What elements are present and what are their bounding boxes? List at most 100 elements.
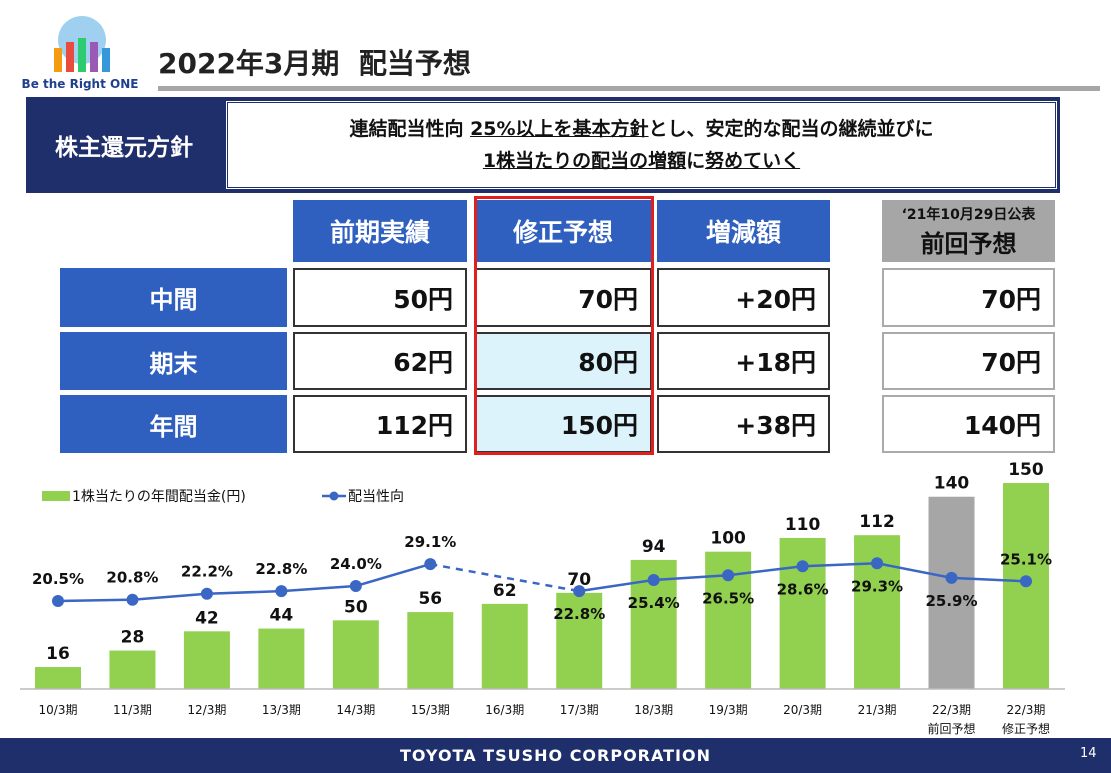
logo-figure: [66, 42, 74, 72]
line-label: 25.4%: [628, 594, 680, 612]
legend-swatch: [42, 491, 70, 501]
logo-figure: [90, 42, 98, 72]
line-label: 25.9%: [925, 592, 977, 610]
policy-box: 連結配当性向 25%以上を基本方針とし、安定的な配当の継続並びに 1株当たりの配…: [225, 100, 1058, 190]
line-label: 20.5%: [32, 570, 84, 588]
line-point: [1019, 575, 1032, 588]
x-tick-label: 22/3期 前回予想: [927, 703, 976, 736]
bar: [407, 612, 454, 689]
chart: 16 28 42 44 50 56 62 70 94 100 110 112 140 150 20.5% 20…: [20, 460, 1065, 690]
bar: [35, 667, 81, 689]
policy-text: 努めていく: [705, 150, 801, 172]
page-number: 14: [1080, 746, 1097, 761]
policy-text: とし、安定的な配当の継続並びに: [648, 118, 934, 140]
table-cell: 80円: [474, 332, 652, 390]
x-tick-label: 20/3期: [783, 703, 823, 717]
x-tick-label: 10/3期: [38, 703, 78, 717]
bar-label: 100: [710, 529, 746, 549]
x-tick-label: 21/3期: [857, 703, 897, 717]
table-cell: 150円: [474, 395, 652, 453]
x-tick-label: 14/3期: [336, 703, 376, 717]
line-label: 20.8%: [106, 569, 158, 587]
row-label: 期末: [60, 332, 287, 390]
bar: [258, 628, 305, 689]
bar-label: 62: [493, 581, 517, 601]
table-cell: 112円: [293, 395, 467, 453]
bar: [332, 620, 379, 689]
x-tick-label: 16/3期: [485, 703, 525, 717]
logo-figure: [54, 48, 62, 72]
table-cell: 70円: [882, 268, 1055, 327]
bar-label: 42: [195, 608, 219, 628]
x-tick-label: 22/3期 修正予想: [1001, 703, 1050, 736]
legend-label: 1株当たりの年間配当金(円): [72, 489, 246, 505]
table-cell: +18円: [657, 332, 830, 390]
logo-figure: [78, 38, 86, 72]
bar: [183, 631, 230, 689]
highlight-frame: [474, 196, 654, 455]
line-point: [200, 587, 213, 600]
policy-text: に: [686, 150, 706, 172]
line-label: 29.1%: [404, 533, 456, 551]
line-label: 22.2%: [181, 563, 233, 581]
bar: [481, 603, 528, 689]
line-label: 26.5%: [702, 589, 754, 607]
x-tick-label: 12/3期: [187, 703, 227, 717]
x-tick-label: 18/3期: [634, 703, 674, 717]
bar-label: 140: [934, 474, 970, 494]
table-cell: 140円: [882, 395, 1055, 453]
legend-swatch: [329, 491, 339, 501]
line-point: [722, 569, 735, 582]
bar: [928, 496, 975, 689]
row-label: 中間: [60, 268, 287, 327]
bar: [109, 650, 156, 689]
policy-line: 1株当たりの配当の増額に努めていく: [483, 145, 800, 177]
title-rule: [158, 86, 1100, 91]
x-tick-label: 17/3期: [559, 703, 599, 717]
x-tick-label: 15/3期: [410, 703, 450, 717]
policy-line: 連結配当性向 25%以上を基本方針とし、安定的な配当の継続並びに: [349, 113, 933, 145]
line-label: 22.8%: [553, 605, 605, 623]
policy-text: 1株当たりの配当の増額: [482, 150, 687, 172]
table-cell: 62円: [293, 332, 467, 390]
line-label: 24.0%: [330, 555, 382, 573]
table-cell: +38円: [657, 395, 830, 453]
x-tick-label: 19/3期: [708, 703, 748, 717]
bar-label: 150: [1008, 460, 1044, 480]
bar-label: 50: [344, 597, 368, 617]
policy-label: 株主還元方針: [55, 135, 193, 161]
line-label: 28.6%: [777, 580, 829, 598]
line-point: [796, 560, 809, 573]
legend-label: 配当性向: [348, 489, 404, 505]
line-point: [52, 595, 64, 608]
title: 2022年3月期 配当予想: [158, 47, 471, 80]
line-point: [424, 558, 437, 571]
x-tick-label: 11/3期: [112, 703, 152, 717]
bar-label: 112: [859, 512, 895, 532]
table-cell: +20円: [657, 268, 830, 327]
logo-text: Be the Right ONE: [22, 77, 139, 91]
bar-label: 56: [418, 589, 442, 609]
logo-figure: [102, 48, 110, 72]
line-label: 22.8%: [255, 560, 307, 578]
bar-label: 70: [567, 570, 591, 590]
policy-text: 連結配当性向: [349, 118, 471, 140]
table-cell: 70円: [882, 332, 1055, 390]
footer: [0, 738, 1111, 773]
bar-label: 28: [121, 628, 145, 648]
bar-label: 16: [46, 644, 70, 664]
bar-label: 110: [785, 515, 821, 535]
column-title: 前回予想: [920, 229, 1017, 258]
column-header: ‘21年10月29日公表前回予想: [882, 200, 1055, 262]
logo: Be the Right ONE: [22, 16, 139, 91]
column-note: ‘21年10月29日公表: [901, 206, 1036, 223]
row-label: 年間: [60, 395, 287, 453]
line-point: [573, 585, 586, 598]
line-point: [275, 585, 288, 598]
line-point: [647, 573, 660, 586]
footer-company: TOYOTA TSUSHO CORPORATION: [399, 746, 711, 765]
line-label: 25.1%: [1000, 550, 1052, 568]
line-point: [871, 557, 884, 570]
column-header: 増減額: [657, 200, 830, 262]
line-point: [945, 571, 958, 584]
